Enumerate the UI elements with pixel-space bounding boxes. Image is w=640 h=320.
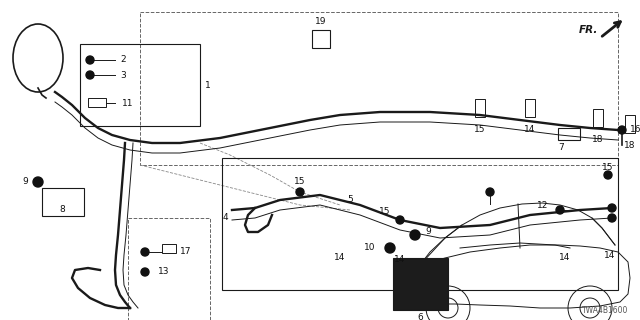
Bar xyxy=(88,98,106,107)
Text: 14: 14 xyxy=(334,253,346,262)
Circle shape xyxy=(86,56,94,64)
Bar xyxy=(128,218,210,320)
Circle shape xyxy=(296,188,304,196)
Text: 7: 7 xyxy=(558,143,564,153)
Text: 13: 13 xyxy=(158,268,170,276)
Bar xyxy=(312,30,330,48)
Text: 2: 2 xyxy=(120,55,125,65)
Text: 3: 3 xyxy=(120,70,125,79)
Text: 17: 17 xyxy=(180,247,191,257)
Text: 4: 4 xyxy=(222,213,228,222)
Text: 11: 11 xyxy=(122,99,134,108)
Bar xyxy=(393,258,448,310)
Circle shape xyxy=(604,171,612,179)
Text: 18: 18 xyxy=(624,140,636,149)
Bar xyxy=(625,115,635,133)
Text: 9: 9 xyxy=(425,228,431,236)
Circle shape xyxy=(556,206,564,214)
Circle shape xyxy=(486,188,494,196)
Bar xyxy=(80,44,200,126)
Bar xyxy=(42,188,84,216)
Text: FR.: FR. xyxy=(579,25,598,35)
Circle shape xyxy=(33,177,43,187)
Circle shape xyxy=(385,243,395,253)
Text: 16: 16 xyxy=(630,125,640,134)
Bar xyxy=(525,99,535,117)
Circle shape xyxy=(396,216,404,224)
Bar xyxy=(558,128,580,140)
Text: 18: 18 xyxy=(592,135,604,145)
Circle shape xyxy=(608,204,616,212)
Circle shape xyxy=(141,248,149,256)
Circle shape xyxy=(618,126,626,134)
Text: 19: 19 xyxy=(316,18,327,27)
Text: 15: 15 xyxy=(294,178,306,187)
Bar xyxy=(140,12,618,165)
Circle shape xyxy=(141,268,149,276)
Bar xyxy=(222,158,618,290)
Text: 15: 15 xyxy=(602,164,614,172)
Text: 10: 10 xyxy=(364,244,375,252)
Text: 1: 1 xyxy=(205,81,211,90)
Circle shape xyxy=(608,214,616,222)
Text: 14: 14 xyxy=(524,125,536,134)
Circle shape xyxy=(410,230,420,240)
Text: 15: 15 xyxy=(378,207,390,217)
Bar xyxy=(593,109,603,127)
Text: 14: 14 xyxy=(559,253,571,262)
Text: 9: 9 xyxy=(22,178,28,187)
Text: 8: 8 xyxy=(59,205,65,214)
Text: 12: 12 xyxy=(536,201,548,210)
Text: 14: 14 xyxy=(604,251,616,260)
Text: TWA4B1600: TWA4B1600 xyxy=(582,306,628,315)
Circle shape xyxy=(86,71,94,79)
Text: 6: 6 xyxy=(417,314,423,320)
Bar xyxy=(162,244,176,253)
Bar xyxy=(475,99,485,117)
Text: 5: 5 xyxy=(347,196,353,204)
Text: 15: 15 xyxy=(474,125,486,134)
Text: 14: 14 xyxy=(394,255,406,265)
